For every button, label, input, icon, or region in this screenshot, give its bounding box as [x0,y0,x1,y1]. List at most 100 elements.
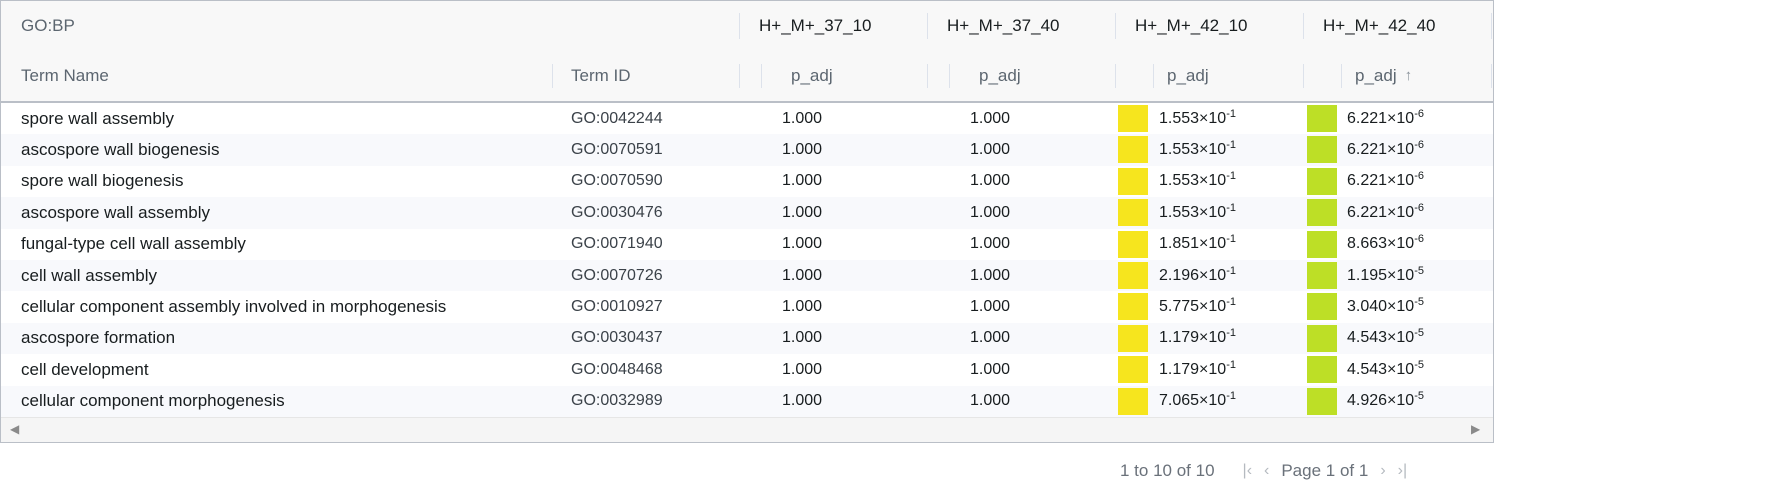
column-separator [1303,13,1304,39]
padj-mantissa: 6.221×10 [1347,203,1415,221]
padj-mantissa: 6.221×10 [1347,172,1415,190]
padj-42-10-cell: 2.196×10 -1 [1159,260,1236,291]
padj-mantissa: 1.553×10 [1159,109,1227,127]
col-header-padj-42-10[interactable]: p_adj [1167,50,1287,101]
padj-mantissa: 1.851×10 [1159,235,1227,253]
col-header-padj-37-40[interactable]: p_adj [979,50,1099,101]
group-header-label: H+_M+_42_40 [1323,15,1436,35]
column-separator [1491,64,1492,88]
column-separator [927,13,928,39]
padj-exponent: -5 [1414,390,1424,403]
term-name-cell: ascospore wall assembly [21,202,210,222]
table-row[interactable]: spore wall biogenesis GO:0070590 1.000 1.00… [1,166,1493,197]
table-row[interactable]: cell wall assembly GO:0070726 1.000 1.000 2.… [1,260,1493,292]
padj-exponent: -1 [1226,327,1236,340]
term-name-cell: cell wall assembly [21,265,158,285]
padj-37-10-cell: 1.000 [782,203,823,221]
column-separator [1115,13,1116,39]
padj-37-10-cell: 1.000 [782,329,823,347]
padj-42-40-cell: 4.926×10 -5 [1347,386,1424,417]
padj-exponent: -5 [1414,358,1424,371]
table-row[interactable]: ascospore wall biogenesis GO:0070591 1.000… [1,134,1493,166]
padj-42-40-cell: 4.543×10 -5 [1347,354,1424,385]
horizontal-scrollbar[interactable]: ◀ ▶ [1,417,1493,442]
column-separator [739,13,740,39]
padj-42-10-color-swatch [1118,167,1148,195]
padj-exponent: -5 [1414,296,1424,309]
group-header-37-40[interactable]: H+_M+_37_40 [947,1,1127,50]
padj-exponent: -1 [1226,201,1236,214]
padj-42-10-color-swatch [1118,230,1148,258]
prev-page-icon[interactable]: ‹ [1264,462,1270,479]
padj-37-40-cell: 1.000 [970,266,1011,284]
padj-37-40-cell: 1.000 [970,203,1011,221]
group-title: GO:BP [21,15,75,35]
last-page-icon[interactable]: ›| [1397,462,1408,479]
padj-37-10-cell: 1.000 [782,298,823,316]
table-row[interactable]: ascospore wall assembly GO:0030476 1.000 1.… [1,197,1493,229]
group-header-42-10[interactable]: H+_M+_42_10 [1135,1,1315,50]
column-separator [552,64,553,88]
padj-37-40-cell: 1.000 [970,392,1011,410]
padj-42-40-color-swatch [1307,105,1337,132]
padj-42-10-cell: 1.179×10 -1 [1159,323,1236,354]
term-name-cell: cellular component assembly involved in … [21,297,447,317]
padj-mantissa: 1.195×10 [1347,266,1415,284]
padj-37-40-cell: 1.000 [970,109,1011,127]
padj-37-40-cell: 1.000 [970,141,1011,159]
term-id-cell: GO:0071940 [571,235,663,253]
padj-42-40-color-swatch [1307,356,1337,384]
padj-37-10-cell: 1.000 [782,235,823,253]
padj-42-40-color-swatch [1307,293,1337,321]
padj-42-10-color-swatch [1118,293,1148,321]
padj-42-40-color-swatch [1307,324,1337,352]
padj-37-10-cell: 1.000 [782,360,823,378]
padj-42-40-cell: 4.543×10 -5 [1347,323,1424,354]
col-header-padj-37-10[interactable]: p_adj [791,50,911,101]
table-row[interactable]: fungal-type cell wall assembly GO:0071940… [1,229,1493,260]
group-header-label: H+_M+_42_10 [1135,15,1248,35]
padj-exponent: -1 [1226,233,1236,246]
col-header-label: p_adj [979,65,1021,85]
table-row[interactable]: cellular component assembly involved in … [1,291,1493,322]
padj-mantissa: 1.553×10 [1159,172,1227,190]
padj-37-10-cell: 1.000 [782,172,823,190]
padj-42-10-cell: 5.775×10 -1 [1159,291,1236,322]
term-id-cell: GO:0070591 [571,141,663,159]
padj-exponent: -5 [1414,264,1424,277]
padj-42-10-color-swatch [1118,199,1148,227]
term-id-cell: GO:0048468 [571,360,663,378]
next-page-icon[interactable]: › [1380,462,1386,479]
table-row[interactable]: cellular component morphogenesis GO:00329… [1,385,1493,417]
padj-42-40-cell: 8.663×10 -6 [1347,229,1424,260]
term-name-cell: cell development [21,359,149,379]
group-header-42-40[interactable]: H+_M+_42_40 [1323,1,1493,50]
padj-mantissa: 5.775×10 [1159,298,1227,316]
sort-ascending-icon[interactable]: ↑ [1404,67,1413,84]
scroll-right-icon[interactable]: ▶ [1471,422,1481,436]
col-header-term-id[interactable]: Term ID [571,50,731,101]
table-row[interactable]: ascospore formation GO:0030437 1.000 1.000 1… [1,322,1493,355]
col-header-padj-42-40[interactable]: p_adj ↑ [1355,50,1485,101]
term-id-cell: GO:0032989 [571,392,663,410]
padj-exponent: -1 [1226,390,1236,403]
col-header-term-name[interactable]: Term Name [21,50,521,101]
padj-42-40-cell: 6.221×10 -6 [1347,197,1424,228]
results-grid: GO:BP H+_M+_37_10 H+_M+_37_40 H+_M+_42_1… [0,0,1494,443]
padj-exponent: -1 [1226,139,1236,152]
padj-42-40-color-swatch [1307,262,1337,289]
term-name-cell: ascospore formation [21,328,176,348]
padj-42-10-cell: 1.553×10 -1 [1159,134,1236,165]
column-separator [1153,64,1154,88]
group-header-37-10[interactable]: H+_M+_37_10 [759,1,939,50]
table-row[interactable]: cell development GO:0048468 1.000 1.000 1.17… [1,354,1493,385]
first-page-icon[interactable]: |‹ [1242,462,1253,479]
padj-42-10-color-swatch [1118,356,1148,384]
padj-mantissa: 4.543×10 [1347,329,1415,347]
scroll-left-icon[interactable]: ◀ [10,422,20,436]
padj-42-40-color-swatch [1307,199,1337,227]
padj-37-10-cell: 1.000 [782,109,823,127]
table-row[interactable]: spore wall assembly GO:0042244 1.000 1.000 1… [1,103,1493,134]
padj-42-40-cell: 3.040×10 -5 [1347,291,1424,322]
padj-exponent: -6 [1414,170,1424,183]
